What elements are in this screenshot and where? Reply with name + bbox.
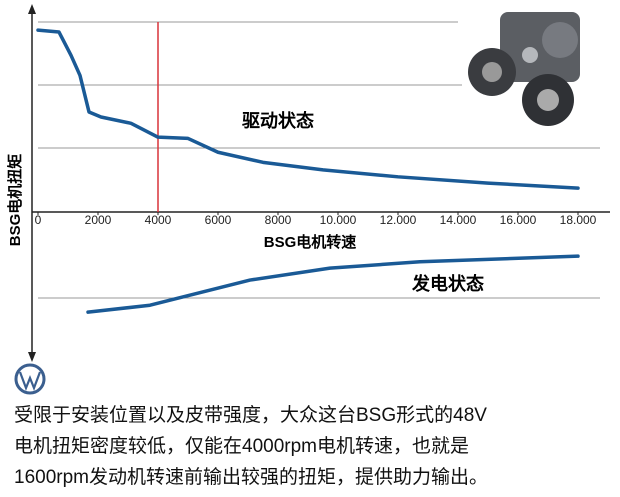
x-tick-label: 0 (35, 213, 42, 227)
x-tick-label: 16.000 (500, 213, 537, 227)
engine-picture (468, 12, 580, 126)
x-tick-label: 12.000 (380, 213, 417, 227)
x-tick-label: 10.000 (320, 213, 357, 227)
chart: BSG电机扭矩 BSG电机转速 驱动状态 发电状态 0 2000 4000 6000 8… (6, 4, 610, 395)
y-axis-label: BSG电机扭矩 (6, 154, 24, 247)
annotation: 驱动状态 (242, 110, 314, 131)
x-tick-label: 8000 (265, 213, 292, 227)
series-line (86, 254, 580, 314)
series-line (36, 28, 580, 190)
x-tick-label: 2000 (85, 213, 112, 227)
grid (38, 21, 600, 299)
x-axis-label: BSG电机转速 (264, 233, 357, 251)
x-tick-label: 14.000 (440, 213, 477, 227)
vw-logo (14, 363, 46, 395)
caption-line: 受限于安装位置以及皮带强度，大众这台BSG形式的48V (14, 405, 487, 426)
caption-line: 1600rpm发动机转速前输出较强的扭矩，提供助力输出。 (14, 467, 488, 488)
x-tick-label: 4000 (145, 213, 172, 227)
x-tick-label: 18.000 (560, 213, 597, 227)
caption-line: 电机扭矩密度较低，仅能在4000rpm电机转速，也就是 (14, 436, 469, 457)
x-tick-label: 6000 (205, 213, 232, 227)
annotation: 发电状态 (411, 273, 484, 294)
